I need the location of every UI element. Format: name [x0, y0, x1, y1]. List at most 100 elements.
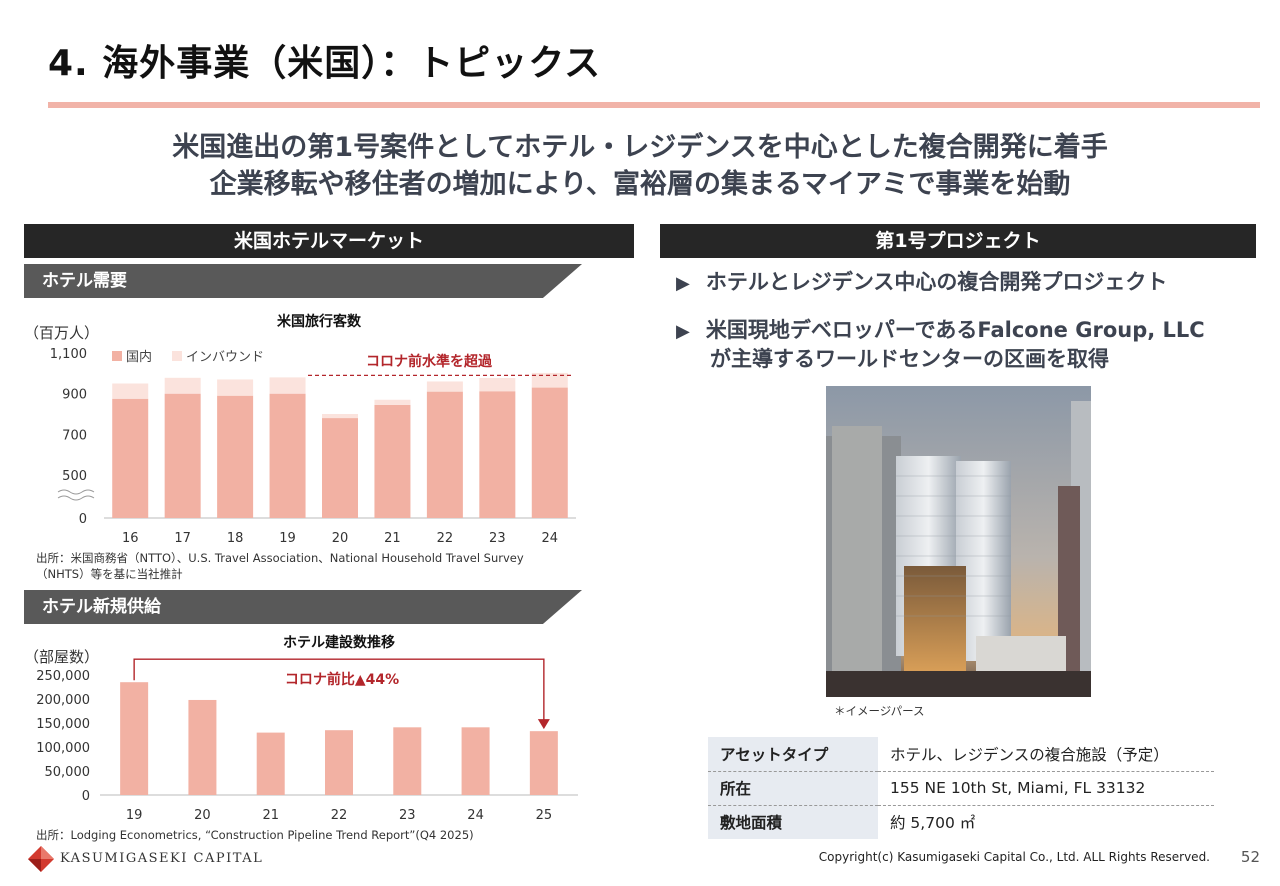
x-tick-label: 24 — [467, 808, 484, 823]
y-tick-label: 100,000 — [36, 741, 90, 756]
bullet-2-text-line-1: 米国現地デベロッパーであるFalcone Group, LLC — [705, 318, 1205, 342]
company-logo-text: KASUMIGASEKI CAPITAL — [60, 851, 264, 866]
bullet-2-text-line-2: が主導するワールドセンターの区画を取得 — [710, 347, 1109, 371]
table-value: 155 NE 10th St, Miami, FL 33132 — [878, 771, 1214, 806]
x-tick-label: 19 — [279, 531, 296, 546]
bar-domestic — [164, 393, 201, 518]
table-key: アセットタイプ — [708, 737, 878, 772]
y-tick-label: 0 — [82, 789, 90, 804]
legend-swatch-domestic — [112, 350, 122, 361]
table-value: 約 5,700 ㎡ — [890, 814, 976, 833]
bullet-1-text: ホテルとレジデンス中心の複合開発プロジェクト — [705, 270, 1168, 294]
x-tick-label: 21 — [262, 808, 279, 823]
bullet-triangle-icon: ▶ — [676, 273, 690, 294]
bar-domestic — [322, 418, 358, 518]
y-tick-label: 150,000 — [36, 717, 90, 732]
x-tick-label: 22 — [331, 808, 348, 823]
chart1-svg: 0 500 700 900 1,100 16 17 18 19 20 21 22 23 24 コロナ前水準を… — [50, 347, 576, 546]
image-caption: ＊イメージパース — [834, 704, 925, 718]
bar-domestic — [479, 391, 516, 518]
headline-line-1: 米国進出の第1号案件としてホテル・レジデンスを中心とした複合開発に着手 — [172, 132, 1108, 163]
copyright: Copyright(c) Kasumigaseki Capital Co., L… — [818, 850, 1210, 864]
bar-hotel-rooms — [120, 682, 149, 795]
bar-hotel-rooms — [461, 727, 490, 795]
bar-domestic — [374, 404, 411, 518]
bar-domestic — [269, 393, 306, 518]
hotel-demand-tab: ホテル需要 — [24, 264, 582, 298]
legend-swatch-inbound — [172, 350, 183, 361]
chart1-legend: 国内 インバウンド — [112, 346, 264, 365]
y-tick-label: 50,000 — [45, 765, 91, 780]
bar-domestic — [112, 398, 149, 518]
table-row: アセットタイプ ホテル、レジデンスの複合施設（予定） — [708, 737, 1214, 772]
bar-inbound — [426, 381, 463, 392]
chart1-annotation: コロナ前水準を超過 — [366, 353, 493, 370]
bar-domestic — [531, 387, 568, 518]
bullet-2: ▶ 米国現地デベロッパーであるFalcone Group, LLC — [676, 316, 1205, 346]
table-key: 所在 — [708, 771, 878, 806]
x-tick-label: 23 — [399, 808, 416, 823]
y-tick-label: 500 — [62, 469, 87, 484]
bar-hotel-rooms — [325, 730, 353, 795]
bar-domestic — [217, 395, 254, 518]
arrow-head-icon — [537, 719, 550, 730]
x-tick-label: 25 — [536, 808, 553, 823]
right-section-header: 第1号プロジェクト — [660, 224, 1256, 258]
title-rule — [48, 102, 1260, 108]
y-tick-label: 0 — [79, 512, 87, 527]
x-tick-label: 21 — [384, 531, 401, 546]
chart2-annotation: コロナ前比▲44% — [285, 671, 399, 688]
chart2-svg: 0 50,000 100,000 150,000 200,000 250,000 19 20 2… — [36, 658, 578, 823]
headline-line-2: 企業移転や移住者の増加により、富裕層の集まるマイアミで事業を始動 — [209, 169, 1071, 200]
chart1-title: 米国旅行客数 — [277, 314, 361, 330]
page-number: 52 — [1240, 848, 1260, 866]
bar-hotel-rooms — [188, 699, 217, 795]
bar-inbound — [479, 378, 516, 392]
table-value: ホテル、レジデンスの複合施設（予定） — [878, 737, 1214, 772]
axis-break-icon — [57, 489, 95, 501]
project-info-table: アセットタイプ ホテル、レジデンスの複合施設（予定） 所在 155 NE 10t… — [708, 737, 1214, 839]
chart1-unit: （百万人） — [24, 324, 100, 342]
y-tick-label: 250,000 — [36, 669, 90, 684]
x-tick-label: 22 — [437, 531, 454, 546]
y-tick-label: 200,000 — [36, 693, 90, 708]
x-tick-label: 23 — [489, 531, 506, 546]
chart1-source-line-1: 出所：米国商務省（NTTO）、U.S. Travel Association、N… — [36, 551, 524, 565]
bar-inbound — [269, 377, 306, 394]
bar-domestic — [426, 391, 463, 518]
bar-inbound — [217, 379, 254, 396]
x-tick-label: 24 — [542, 531, 559, 546]
chart2-unit: （部屋数） — [24, 648, 100, 666]
bar-inbound — [112, 383, 149, 399]
bar-inbound — [374, 399, 411, 405]
legend-label-inbound: インバウンド — [186, 350, 265, 365]
legend-label-domestic: 国内 — [126, 350, 153, 365]
company-logo-icon — [28, 846, 54, 872]
hotel-supply-tab: ホテル新規供給 — [24, 590, 582, 624]
bar-inbound — [322, 414, 358, 419]
chart2-source: 出所：Lodging Econometrics, “Construction P… — [36, 828, 474, 842]
bar-inbound — [164, 377, 201, 394]
page-title: 4. 海外事業（米国）：トピックス — [48, 43, 602, 84]
bar-hotel-rooms — [529, 731, 558, 795]
chart1-source-line-2: （NHTS）等を基に当社推計 — [36, 567, 183, 581]
y-tick-label: 700 — [62, 428, 87, 443]
bar-inbound — [531, 372, 568, 388]
table-row: 所在 155 NE 10th St, Miami, FL 33132 — [708, 771, 1214, 806]
x-tick-label: 17 — [174, 531, 191, 546]
y-tick-label: 1,100 — [50, 347, 87, 362]
comparison-bracket-line — [133, 658, 545, 722]
chart2-title: ホテル建設数推移 — [283, 635, 395, 651]
x-tick-label: 20 — [332, 531, 349, 546]
bar-hotel-rooms — [393, 727, 422, 795]
bullet-1: ▶ ホテルとレジデンス中心の複合開発プロジェクト — [676, 268, 1167, 298]
table-row: 敷地面積 約 5,700 ㎡ — [708, 805, 1214, 839]
x-tick-label: 19 — [126, 808, 143, 823]
project-rendering-image — [826, 386, 1091, 697]
left-section-header: 米国ホテルマーケット — [24, 224, 634, 258]
x-tick-label: 16 — [122, 531, 139, 546]
bar-hotel-rooms — [256, 732, 285, 795]
table-key: 敷地面積 — [708, 805, 878, 839]
y-tick-label: 900 — [62, 388, 87, 403]
x-tick-label: 18 — [227, 531, 244, 546]
